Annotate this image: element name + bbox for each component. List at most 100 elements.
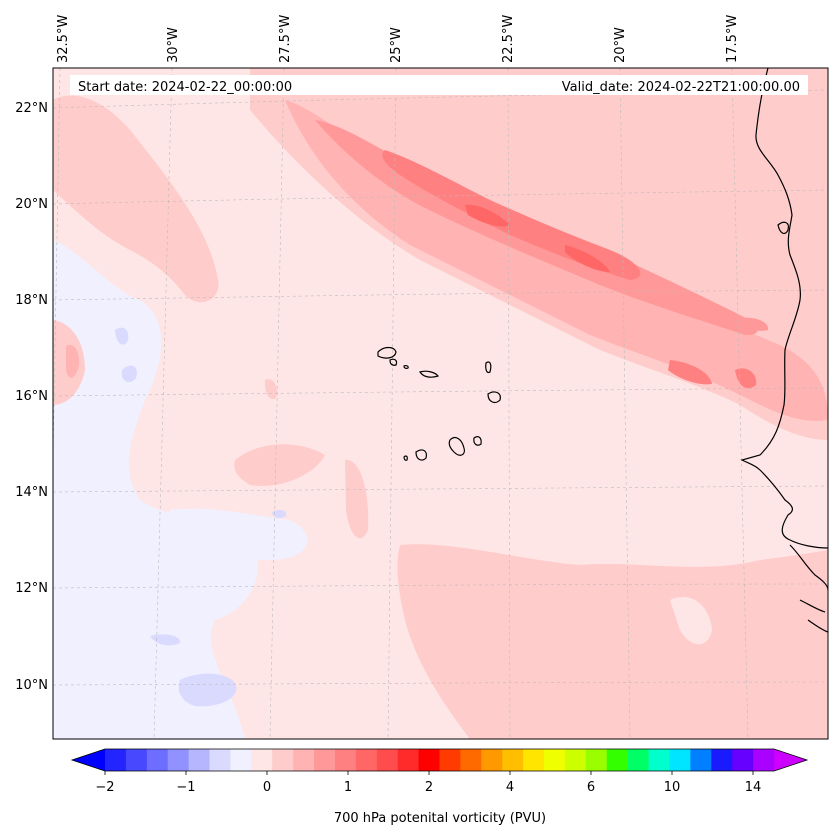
gridline-lon-27p5 (269, 68, 285, 739)
cb-tick-label: 6 (587, 780, 595, 795)
pv-negative-region-south (170, 508, 308, 561)
island-brava (403, 455, 408, 461)
coastline-senegal-gambia (789, 544, 828, 591)
gridline-lon-20 (619, 68, 631, 739)
colorbar-segment (627, 749, 650, 771)
island-santa-luzia (403, 365, 409, 369)
latitude-labels: 22°N 20°N 18°N 16°N 14°N 12°N 10°N (15, 101, 48, 693)
pv-positive-patch-central-3 (264, 379, 278, 400)
colorbar-segments (105, 749, 775, 771)
colorbar-segment (523, 749, 545, 771)
pv-positive-patch-central-1 (234, 444, 325, 486)
coastlines (377, 68, 828, 633)
colorbar-title: 700 hPa potenital vorticity (PVU) (334, 811, 546, 826)
gridline-lon-17p5 (731, 68, 749, 739)
colorbar-segment (334, 749, 357, 771)
island-boa-vista (487, 391, 501, 404)
colorbar-ticks (104, 771, 754, 775)
cb-tick-label: 4 (506, 780, 514, 795)
colorbar-segment (732, 749, 754, 771)
colorbar-segment (251, 749, 273, 771)
pv-positive-patch-east-2 (735, 368, 757, 389)
colorbar-segment (105, 749, 127, 771)
start-date-text: Start date: 2024-02-22_00:00:00 (78, 80, 292, 95)
header-box (70, 75, 808, 95)
island-maio (473, 436, 482, 446)
lat-label-14n: 14°N (15, 485, 48, 500)
pv-positive-band-west (53, 95, 219, 303)
colorbar-segment (439, 749, 461, 771)
colorbar: −2 −1 0 1 2 4 6 10 14 700 hPa potenital … (70, 748, 809, 826)
lat-label-10n: 10°N (15, 678, 48, 693)
cb-tick-label: 2 (425, 780, 433, 795)
colorbar-segment (460, 749, 482, 771)
cb-tick-label: 1 (344, 780, 352, 795)
map-gridlines (53, 68, 828, 739)
colorbar-segment (146, 749, 169, 771)
pv-negative-blob-1 (178, 673, 237, 707)
colorbar-segment (209, 749, 231, 771)
pv-positive-patch-east-3 (740, 317, 769, 331)
coastline-guinea-bissau (799, 599, 828, 633)
colorbar-segment (481, 749, 503, 771)
pv-negative-blob-4 (150, 634, 181, 646)
colorbar-segment (690, 749, 712, 771)
pv-positive-band-south (397, 544, 828, 739)
cb-tick-label: 10 (664, 780, 681, 795)
lon-label-32p5w: 32.5°W (56, 15, 71, 63)
colorbar-segment (585, 749, 608, 771)
pv-positive-band-main-core-2 (565, 245, 610, 272)
pv-negative-region-west (53, 240, 258, 739)
pv-positive-band-main-l4 (382, 150, 641, 280)
pv-negative-blob-3 (121, 365, 137, 383)
pv-positive-patch-west-core (66, 344, 80, 378)
lat-label-22n: 22°N (15, 101, 48, 116)
island-cluster-coast (777, 221, 789, 235)
pv-negative-blob-2 (115, 327, 129, 345)
lon-label-30w: 30°W (166, 27, 181, 63)
colorbar-segment (272, 749, 294, 771)
colorbar-segment (376, 749, 399, 771)
island-sao-nicolau (419, 370, 439, 378)
pv-positive-patch-central-2 (345, 459, 369, 539)
colorbar-segment (564, 749, 587, 771)
colorbar-extend-high (774, 749, 807, 771)
pv-positive-patch-east-1 (668, 360, 712, 385)
gridline-lon-30 (153, 68, 173, 739)
island-santiago (448, 436, 465, 456)
cb-tick-label: 0 (263, 780, 271, 795)
pv-positive-band-main-core (465, 204, 510, 227)
lon-label-17p5w: 17.5°W (725, 15, 740, 63)
valid-date-text: Valid_date: 2024-02-22T21:00:00.00 (562, 80, 800, 95)
colorbar-segment (293, 749, 315, 771)
colorbar-segment (544, 749, 566, 771)
colorbar-tick-labels: −2 −1 0 1 2 4 6 10 14 (95, 780, 761, 795)
colorbar-segment (669, 749, 691, 771)
lat-label-18n: 18°N (15, 293, 48, 308)
pv-negative-blob-5 (272, 509, 287, 519)
colorbar-segment (711, 749, 733, 771)
colorbar-segment (753, 749, 775, 771)
colorbar-segment (188, 749, 211, 771)
lon-label-20w: 20°W (613, 27, 628, 63)
lat-label-12n: 12°N (15, 581, 48, 596)
colorbar-segment (606, 749, 629, 771)
longitude-labels: 32.5°W 30°W 27.5°W 25°W 22.5°W 20°W 17.5… (56, 15, 740, 63)
colorbar-segment (355, 749, 378, 771)
gridline-lon-22p5 (507, 68, 511, 739)
island-sao-vicente (389, 358, 398, 366)
lat-label-20n: 20°N (15, 197, 48, 212)
map-frame (52, 67, 829, 740)
lon-label-25w: 25°W (389, 27, 404, 63)
colorbar-segment (167, 749, 190, 771)
cb-tick-label: −1 (176, 780, 195, 795)
colorbar-segment (502, 749, 524, 771)
island-santo-antao (377, 346, 397, 359)
pv-positive-patch-east-5 (705, 197, 750, 210)
colorbar-segment (418, 749, 440, 771)
coastline-africa (740, 68, 828, 549)
cb-tick-label: −2 (95, 780, 114, 795)
island-sal (485, 361, 492, 374)
colorbar-segment (397, 749, 420, 771)
